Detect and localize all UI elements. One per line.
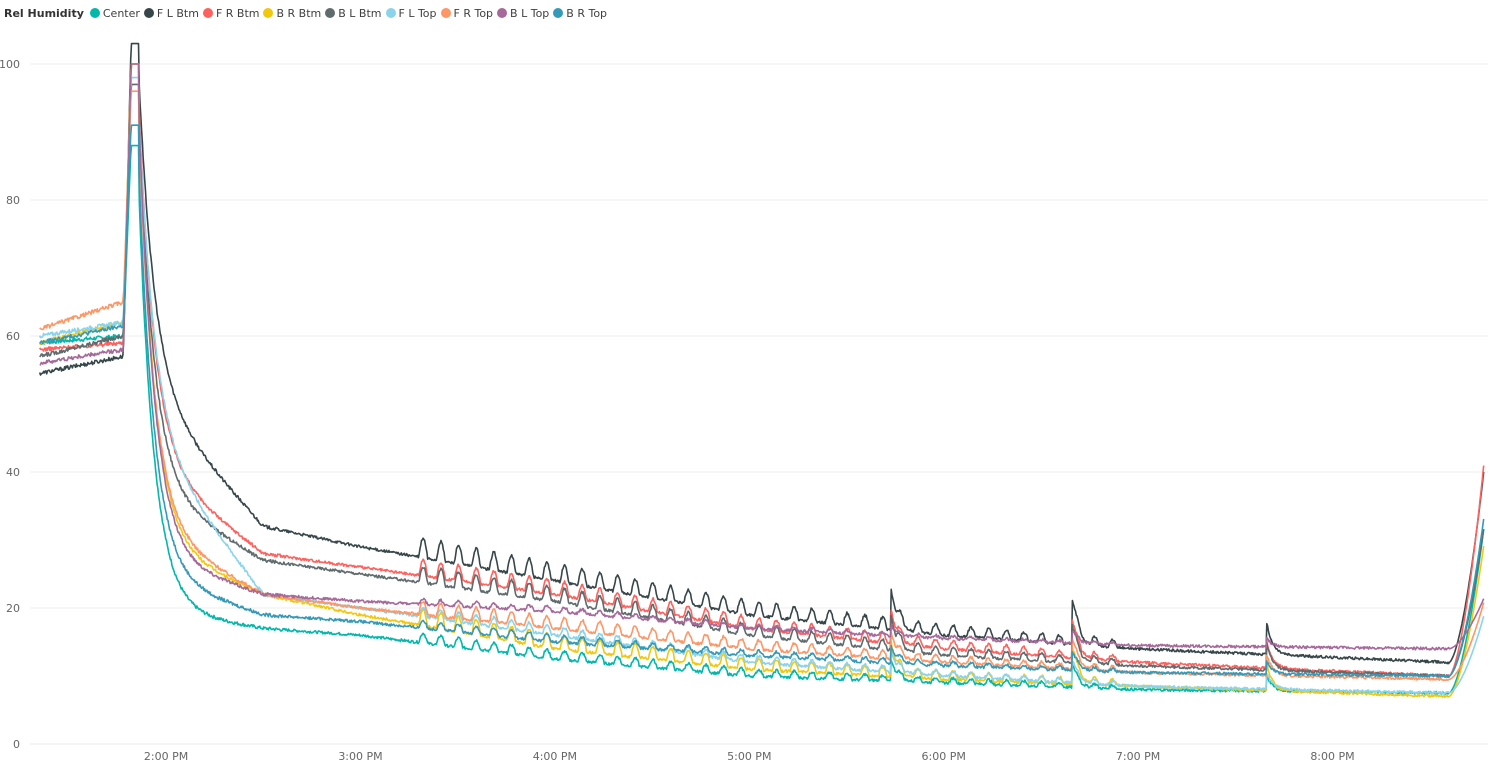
- y-tick-label: 20: [6, 602, 20, 615]
- legend-item-4[interactable]: B L Btm: [325, 6, 382, 20]
- legend-label: Center: [102, 6, 140, 20]
- series-line-b-r-btm[interactable]: [39, 63, 1485, 699]
- legend-item-6[interactable]: F R Top: [440, 6, 494, 20]
- legend-item-5[interactable]: F L Top: [385, 6, 437, 20]
- x-tick-label: 4:00 PM: [533, 750, 577, 763]
- legend-marker-icon: [202, 8, 213, 18]
- series-line-b-l-top[interactable]: [39, 63, 1485, 651]
- x-tick-label: 7:00 PM: [1116, 750, 1160, 763]
- x-tick-label: 5:00 PM: [727, 750, 771, 763]
- legend-item-2[interactable]: F R Btm: [202, 6, 260, 20]
- legend-label: F R Top: [453, 6, 494, 20]
- y-tick-label: 0: [13, 738, 20, 751]
- series-line-f-l-top[interactable]: [38, 76, 1485, 695]
- legend-label: B L Top: [510, 6, 550, 20]
- legend-marker-icon: [440, 8, 451, 18]
- x-tick-label: 8:00 PM: [1310, 750, 1354, 763]
- legend-label: B R Btm: [276, 6, 322, 20]
- series-line-b-r-top[interactable]: [39, 124, 1485, 679]
- y-tick-label: 60: [6, 330, 20, 343]
- series-line-f-r-btm[interactable]: [38, 63, 1485, 678]
- series-line-center[interactable]: [39, 144, 1485, 696]
- legend-label: F R Btm: [215, 6, 260, 20]
- y-axis: 0 20 40 60 80 100: [0, 58, 20, 751]
- legend-title: Rel Humidity: [4, 6, 84, 20]
- legend-label: B R Top: [566, 6, 608, 20]
- legend-marker-icon: [143, 8, 154, 18]
- series-lines: [38, 42, 1485, 699]
- legend-item-3[interactable]: B R Btm: [263, 7, 321, 20]
- y-tick-label: 40: [6, 466, 20, 479]
- x-axis: 2:00 PM 3:00 PM 4:00 PM 5:00 PM 6:00 PM 7:00 …: [144, 750, 1355, 763]
- legend-marker-icon: [89, 8, 100, 18]
- x-tick-label: 3:00 PM: [338, 750, 382, 763]
- legend-label: F L Top: [398, 6, 437, 20]
- x-tick-label: 2:00 PM: [144, 750, 188, 763]
- y-tick-label: 80: [6, 194, 20, 207]
- grid-lines: [30, 63, 1488, 745]
- legend-marker-icon: [497, 8, 508, 18]
- legend-marker-icon: [325, 8, 336, 18]
- series-line-f-l-btm[interactable]: [38, 42, 1485, 665]
- chart-legend: Rel Humidity Center F L Btm F R Btm B R Btm…: [4, 4, 611, 22]
- legend-marker-icon: [263, 8, 274, 18]
- legend-label: B L Btm: [338, 6, 382, 20]
- legend-item-1[interactable]: F L Btm: [143, 6, 199, 20]
- y-tick-label: 100: [0, 58, 20, 71]
- legend-marker-icon: [385, 8, 396, 18]
- legend-label: F L Btm: [156, 6, 199, 20]
- legend-item-0[interactable]: Center: [89, 6, 140, 20]
- legend-marker-icon: [553, 8, 564, 18]
- x-tick-label: 6:00 PM: [922, 750, 966, 763]
- legend-item-8[interactable]: B R Top: [553, 7, 607, 20]
- legend-item-7[interactable]: B L Top: [497, 7, 549, 20]
- series-line-b-l-btm[interactable]: [39, 83, 1485, 679]
